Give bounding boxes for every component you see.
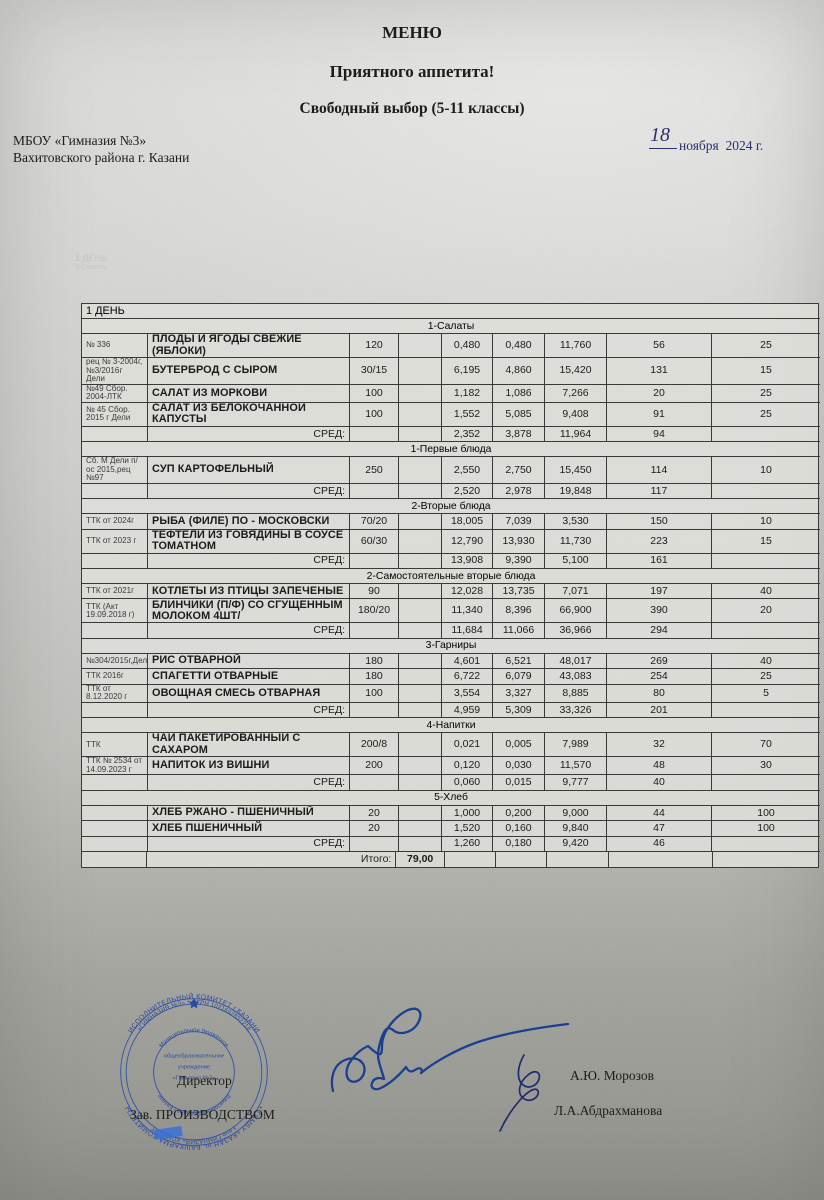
svg-text:Муниципальное бюджетное: Муниципальное бюджетное (159, 1028, 230, 1049)
svg-text:общеобразовательное: общеобразовательное (164, 1053, 225, 1059)
svg-text:учреждение: учреждение (178, 1064, 210, 1070)
